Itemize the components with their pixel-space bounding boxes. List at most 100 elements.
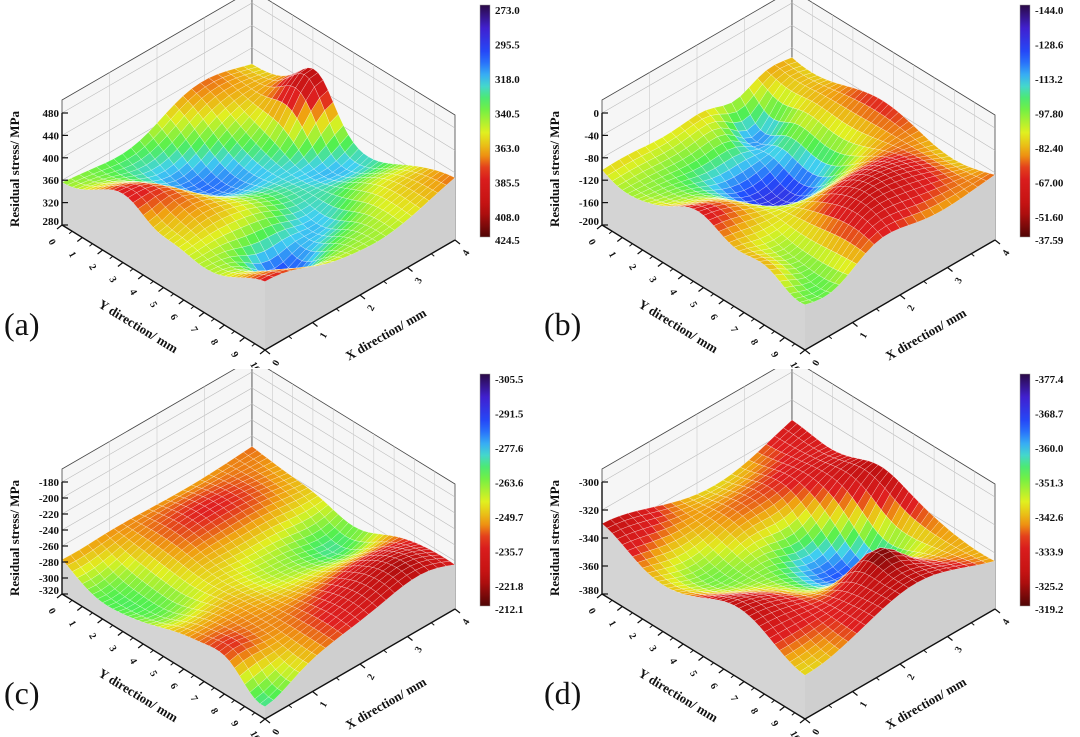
colorbar-tick-label: -368.7	[1035, 409, 1064, 421]
y-tick-label: 6	[167, 312, 179, 322]
y-tick	[158, 656, 164, 661]
y-tick	[799, 718, 806, 724]
surface-side	[62, 182, 265, 350]
y-minor-tick	[710, 293, 714, 297]
y-tick-label: 2	[86, 262, 98, 272]
z-tick-label: 280	[43, 216, 60, 228]
x-tick	[454, 239, 461, 245]
y-minor-tick	[251, 343, 256, 347]
y-tick	[718, 668, 725, 674]
x-minor-tick	[288, 335, 293, 340]
y-tick-label: 9	[768, 350, 780, 360]
x-minor-tick	[828, 335, 833, 340]
colorbar	[479, 4, 491, 238]
colorbar-tick-label: 295.5	[495, 40, 520, 52]
x-tick	[407, 267, 413, 272]
y-tick-label: 0	[586, 606, 598, 616]
surface-side	[265, 564, 455, 719]
y-tick-label: 4	[667, 287, 679, 297]
z-axis-title: Residual stress/ MPa	[7, 479, 22, 596]
y-tick-label: 2	[626, 262, 638, 272]
z-tick-label: -340	[579, 533, 600, 545]
y-tick-label: 6	[707, 681, 719, 691]
y-tick	[239, 706, 246, 711]
x-minor-tick	[335, 677, 340, 681]
z-tick-label: 360	[43, 175, 60, 187]
y-tick	[56, 224, 63, 230]
surface-side	[805, 174, 995, 350]
y-axis-title: Y direction/ mm	[96, 665, 181, 725]
panel-label: (b)	[544, 306, 582, 342]
wall-gridline	[61, 47, 456, 174]
colorbar-tick-label: -212.1	[495, 604, 523, 616]
colorbar-tick-label: 340.5	[495, 109, 520, 121]
x-tick	[454, 608, 461, 614]
y-tick-label: 0	[46, 606, 58, 616]
x-tick	[994, 239, 1001, 245]
z-tick-label: -280	[39, 557, 60, 569]
y-tick-label: 3	[646, 275, 658, 285]
x-tick-label: 3	[413, 276, 425, 286]
wall-gridline	[61, 419, 456, 546]
y-tick	[137, 643, 144, 649]
y-minor-tick	[649, 624, 654, 629]
y-tick-label: 6	[167, 681, 179, 691]
x-tick-label: 1	[318, 700, 330, 710]
x-tick	[407, 636, 413, 641]
y-tick-label: 1	[606, 619, 618, 629]
x-tick-label: 4	[1000, 248, 1012, 258]
x-tick-label: 0	[270, 358, 282, 368]
z-axis-title: Residual stress/ MPa	[547, 110, 562, 227]
x-tick	[899, 294, 906, 300]
y-tick	[759, 693, 765, 699]
y-tick-label: 5	[147, 669, 159, 679]
x-tick	[312, 322, 318, 327]
y-tick	[799, 349, 806, 355]
x-minor-tick	[875, 308, 880, 312]
wall-gridline	[601, 371, 996, 498]
colorbar-tick-label: -325.2	[1035, 581, 1064, 593]
y-axis-title: Y direction/ mm	[636, 665, 721, 725]
colorbar-tick-label: -37.59	[1035, 235, 1064, 247]
z-tick-label: -300	[39, 573, 60, 585]
x-tick-label: 2	[905, 303, 917, 313]
y-tick	[137, 274, 144, 280]
x-minor-tick	[875, 677, 880, 681]
y-minor-tick	[231, 330, 235, 335]
panel-b: -200 -160 -120 -80 -40 0 0 1 2 3 4 5 6 7 8 9 10 0 1 2 3 4 Resi…	[540, 0, 1080, 368]
y-tick-label: 7	[728, 694, 740, 704]
z-tick-label: -380	[579, 585, 600, 597]
y-minor-tick	[231, 699, 235, 704]
y-tick	[259, 718, 266, 724]
y-tick	[117, 262, 124, 267]
x-minor-tick	[335, 308, 340, 312]
y-tick-label: 1	[66, 250, 78, 260]
y-minor-tick	[150, 280, 154, 285]
y-minor-tick	[68, 230, 73, 235]
colorbar-tick-label: -97.80	[1035, 109, 1064, 121]
z-tick-label: 440	[43, 130, 60, 142]
z-tick-label: -120	[579, 175, 600, 187]
y-tick-label: 1	[606, 250, 618, 260]
y-tick-label: 8	[748, 337, 760, 347]
y-tick-label: 3	[106, 644, 118, 654]
x-tick-label: 3	[413, 645, 425, 655]
y-tick-label: 6	[707, 312, 719, 322]
y-tick	[56, 593, 63, 599]
y-tick	[657, 262, 664, 267]
y-tick-label: 2	[86, 631, 98, 641]
wall-gridline	[601, 399, 996, 526]
z-tick-label: -160	[579, 198, 600, 210]
y-tick	[657, 631, 664, 636]
x-tick	[947, 267, 953, 272]
y-tick	[616, 237, 623, 242]
x-tick-label: 4	[460, 248, 472, 258]
y-minor-tick	[109, 624, 114, 629]
panel-label: (d)	[544, 675, 582, 711]
y-minor-tick	[89, 612, 93, 616]
y-minor-tick	[210, 318, 215, 322]
y-tick	[616, 606, 623, 611]
wall-gridline	[601, 2, 996, 129]
